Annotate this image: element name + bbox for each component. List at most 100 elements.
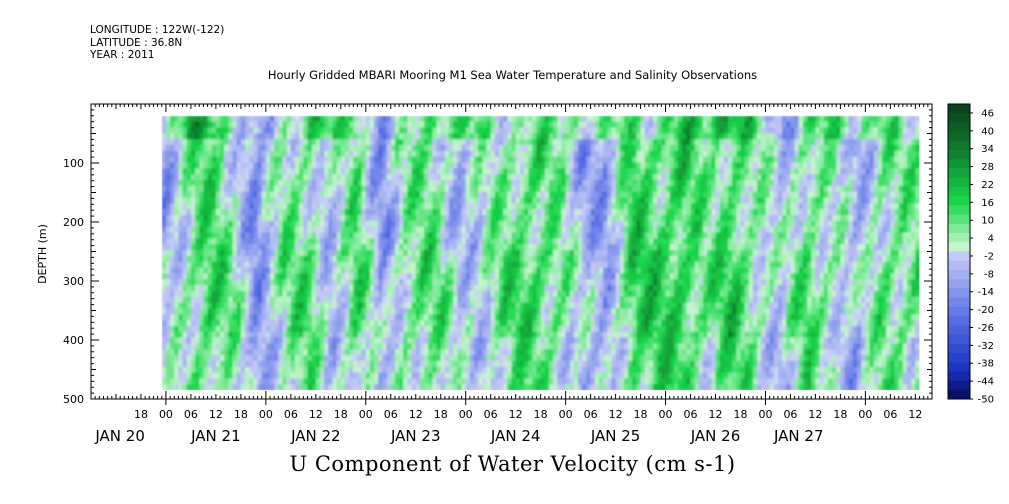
colorbar-swatch bbox=[948, 122, 970, 132]
colorbar-swatch bbox=[948, 260, 970, 271]
x-hour-tick-label: 00 bbox=[559, 408, 573, 421]
colorbar-swatch bbox=[948, 306, 970, 317]
y-tick-label: 300 bbox=[63, 275, 84, 288]
colorbar-swatch bbox=[948, 269, 970, 280]
y-tick-label: 200 bbox=[63, 216, 84, 229]
x-day-label: JAN 20 bbox=[94, 427, 145, 445]
colorbar-label: 4 bbox=[988, 234, 994, 245]
x-hour-tick-label: 18 bbox=[434, 408, 448, 421]
colorbar-swatch bbox=[948, 380, 970, 391]
colorbar-label: 34 bbox=[981, 144, 994, 155]
colorbar-label: -2 bbox=[984, 251, 994, 262]
colorbar-swatch bbox=[948, 297, 970, 308]
x-hour-tick-label: 00 bbox=[659, 408, 673, 421]
x-day-label: JAN 26 bbox=[690, 427, 741, 445]
colorbar-swatch bbox=[948, 196, 970, 206]
y-axis-title: DEPTH (m) bbox=[36, 224, 49, 284]
x-hour-tick-label: 18 bbox=[334, 408, 348, 421]
colorbar-swatch bbox=[948, 288, 970, 298]
colorbar-swatch bbox=[948, 325, 970, 335]
x-hour-tick-label: 18 bbox=[634, 408, 648, 421]
x-hour-tick-label: 12 bbox=[309, 408, 323, 421]
x-hour-tick-label: 06 bbox=[684, 408, 698, 421]
colorbar-label: 46 bbox=[981, 108, 994, 119]
x-hour-tick-label: 00 bbox=[459, 408, 473, 421]
colorbar-swatch bbox=[948, 242, 970, 252]
colorbar-label: 22 bbox=[981, 180, 994, 191]
x-hour-tick-label: 06 bbox=[883, 408, 897, 421]
colorbar-swatch bbox=[948, 233, 970, 243]
latitude-label: LATITUDE : 36.8N bbox=[90, 36, 183, 49]
y-tick-label: 500 bbox=[63, 393, 84, 406]
colorbar-label: -38 bbox=[978, 359, 994, 370]
colorbar-swatch bbox=[948, 334, 970, 344]
colorbar-swatch bbox=[948, 186, 970, 197]
x-hour-tick-label: 18 bbox=[134, 408, 148, 421]
colorbar-frame bbox=[947, 103, 971, 400]
x-hour-tick-label: 00 bbox=[858, 408, 872, 421]
colorbar-label: -8 bbox=[984, 269, 994, 280]
chart-title: Hourly Gridded MBARI Mooring M1 Sea Wate… bbox=[267, 68, 758, 82]
x-day-label: JAN 24 bbox=[490, 427, 541, 445]
x-day-label: JAN 23 bbox=[390, 427, 441, 445]
x-hour-tick-label: 00 bbox=[758, 408, 772, 421]
x-hour-tick-label: 12 bbox=[709, 408, 723, 421]
x-axis-labels: 18 00 06 12 18 00 06 12 18 00 06 12 18 00 06 12 18 00 06 12… bbox=[94, 408, 922, 445]
y-axis-ticks bbox=[91, 103, 932, 400]
x-hour-tick-label: 06 bbox=[284, 408, 298, 421]
colorbar-swatch bbox=[948, 223, 970, 234]
x-hour-tick-label: 00 bbox=[359, 408, 373, 421]
x-hour-tick-label: 18 bbox=[534, 408, 548, 421]
colorbar-swatch bbox=[948, 389, 970, 400]
x-hour-tick-label: 06 bbox=[184, 408, 198, 421]
colorbar-label: 40 bbox=[981, 126, 994, 137]
x-axis-title-wrap: U Component of Water Velocity (cm s-1) bbox=[0, 452, 1009, 476]
chart-title-wrap: Hourly Gridded MBARI Mooring M1 Sea Wate… bbox=[0, 68, 1009, 82]
y-tick-label: 400 bbox=[63, 334, 84, 347]
x-axis-ticks bbox=[90, 104, 933, 405]
colorbar-swatch bbox=[948, 113, 970, 123]
colorbar-label: -14 bbox=[978, 287, 994, 298]
x-day-label: JAN 22 bbox=[290, 427, 341, 445]
station-metadata: LONGITUDE : 122W(-122) LATITUDE : 36.8N … bbox=[90, 24, 224, 62]
colorbar-label: -50 bbox=[978, 395, 994, 406]
colorbar-label: -26 bbox=[978, 323, 994, 334]
year-label: YEAR : 2011 bbox=[90, 49, 155, 61]
x-hour-tick-label: 18 bbox=[234, 408, 248, 421]
colorbar-swatch bbox=[948, 279, 970, 289]
colorbar-swatch bbox=[948, 343, 970, 354]
y-axis-labels: 100 200 300 400 500 bbox=[63, 157, 84, 406]
x-hour-tick-label: 12 bbox=[609, 408, 623, 421]
colorbar-swatch bbox=[948, 371, 970, 381]
x-hour-tick-label: 12 bbox=[908, 408, 922, 421]
colorbar-label: 28 bbox=[981, 162, 994, 173]
colorbar-label: -20 bbox=[978, 305, 994, 316]
x-hour-tick-label: 00 bbox=[259, 408, 273, 421]
colorbar-swatch bbox=[948, 104, 970, 114]
x-day-label: JAN 27 bbox=[773, 427, 824, 445]
colorbar-label: -44 bbox=[978, 377, 994, 388]
x-hour-tick-label: 06 bbox=[783, 408, 797, 421]
colorbar-swatch bbox=[948, 177, 970, 188]
colorbar-swatch bbox=[948, 214, 970, 225]
colorbar-labels: 46 40 34 28 22 16 10 4 -2 -8 -14 -20 -26 -32 -38 -44 -50 bbox=[970, 108, 994, 406]
x-hour-tick-label: 12 bbox=[808, 408, 822, 421]
x-hour-tick-label: 12 bbox=[509, 408, 523, 421]
x-hour-tick-label: 06 bbox=[384, 408, 398, 421]
x-hour-tick-label: 18 bbox=[833, 408, 847, 421]
colorbar-swatch bbox=[948, 205, 970, 215]
colorbar-label: 16 bbox=[981, 198, 994, 209]
longitude-label: LONGITUDE : 122W(-122) bbox=[90, 24, 225, 36]
x-hour-tick-label: 18 bbox=[733, 408, 747, 421]
x-day-label: JAN 21 bbox=[190, 427, 241, 445]
x-hour-tick-label: 06 bbox=[484, 408, 498, 421]
colorbar-swatch bbox=[948, 251, 970, 262]
colorbar-label: -32 bbox=[978, 341, 994, 352]
x-hour-tick-label: 06 bbox=[584, 408, 598, 421]
colorbar-swatch bbox=[948, 352, 970, 363]
x-axis-title: U Component of Water Velocity (cm s-1) bbox=[289, 452, 736, 476]
colorbar-swatch bbox=[948, 362, 970, 372]
colorbar bbox=[947, 103, 971, 400]
colorbar-label: 10 bbox=[981, 216, 994, 227]
